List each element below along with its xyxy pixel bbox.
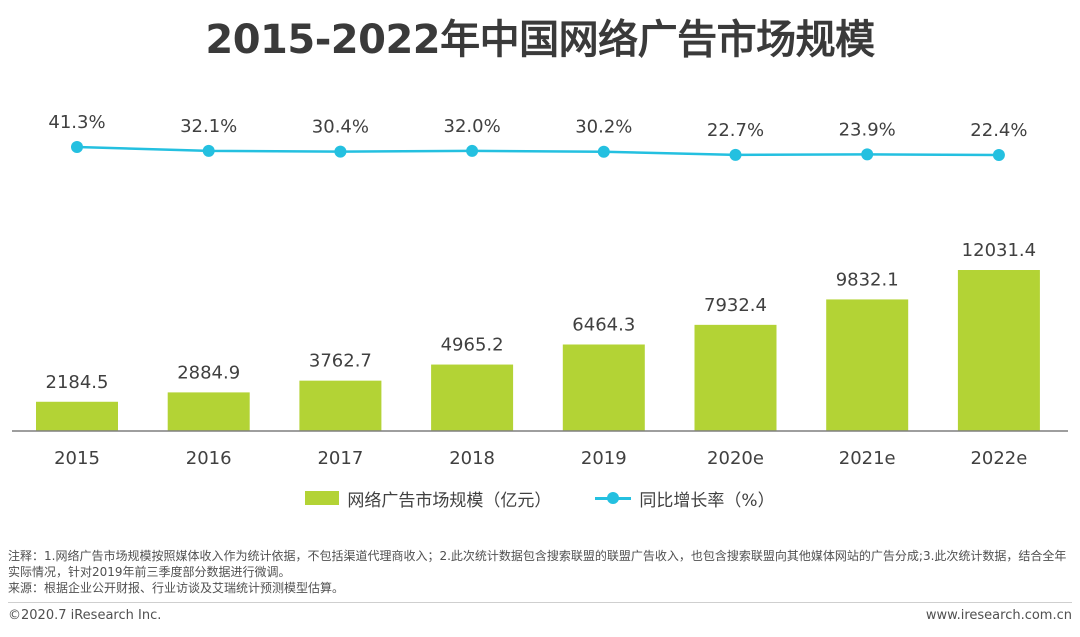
bar-2021e (826, 299, 909, 431)
growth-label-2021e: 23.9% (839, 119, 896, 140)
bar-2020e (694, 324, 777, 431)
chart-legend: 网络广告市场规模（亿元） 同比增长率（%） (0, 484, 1080, 512)
x-tick-label-2019: 2019 (581, 448, 627, 469)
growth-point-2016 (202, 144, 215, 157)
growth-label-2022e: 22.4% (970, 120, 1027, 141)
growth-label-2017: 30.4% (312, 117, 369, 138)
notes-annotation: 注释：1.网络广告市场规模按照媒体收入作为统计依据，不包括渠道代理商收入；2.此… (8, 549, 1067, 579)
bar-value-label-2017: 3762.7 (309, 351, 372, 372)
growth-point-2022e (992, 149, 1005, 161)
bar-value-label-2021e: 9832.1 (836, 269, 899, 290)
bar-value-label-2018: 4965.2 (441, 335, 504, 356)
bar-value-label-2016: 2884.9 (177, 362, 240, 383)
legend-bar-swatch (305, 491, 340, 505)
x-tick-label-2018: 2018 (449, 448, 495, 469)
growth-point-2015 (71, 141, 83, 153)
growth-label-2016: 32.1% (180, 116, 237, 137)
growth-point-2019 (597, 145, 610, 158)
bar-2015 (36, 401, 118, 431)
growth-rate-line (76, 145, 999, 157)
bar-2022e (957, 270, 1040, 431)
legend-bar-label: 网络广告市场规模（亿元） (347, 490, 552, 511)
x-axis-ticks: 2015 2016 2017 2018 2019 2020e 2021e 2022e (54, 448, 1027, 469)
notes-source: 来源：根据企业公开财报、行业访谈及艾瑞统计预测模型估算。 (8, 581, 345, 595)
chart-notes: 注释：1.网络广告市场规模按照媒体收入作为统计依据，不包括渠道代理商收入；2.此… (8, 548, 1072, 596)
growth-label-2020e: 22.7% (707, 120, 764, 141)
market-size-bar-series: 2184.5 2884.9 3762.7 4965.2 6464.3 7932.4 9832… (36, 240, 1040, 431)
chart-title: 2015-2022年中国网络广告市场规模 (205, 17, 875, 63)
bar-value-label-2020e: 7932.4 (704, 295, 767, 316)
footer-website: www.iresearch.com.cn (925, 608, 1072, 623)
x-tick-label-2017: 2017 (317, 448, 363, 469)
growth-label-2019: 30.2% (575, 117, 632, 138)
legend-line-label: 同比增长率（%） (639, 490, 775, 511)
chart-canvas: 41.3% 32.1% 30.4% 32.0% 30.2% 22.7% 23.9% 22.4%… (12, 112, 1068, 469)
bar-value-label-2022e: 12031.4 (962, 240, 1036, 261)
bar-2016 (167, 392, 250, 431)
x-tick-label-2021e: 2021e (839, 448, 896, 469)
bar-2018 (431, 364, 514, 431)
footer-divider (8, 602, 1072, 603)
footer-copyright: ©2020.7 iResearch Inc. (8, 608, 162, 623)
growth-label-2018: 32.0% (444, 116, 501, 137)
legend-line-swatch (595, 491, 632, 505)
bar-2017 (299, 380, 382, 431)
bar-2019 (562, 344, 645, 431)
growth-point-2020e (729, 148, 742, 161)
legend-item-growth-rate: 同比增长率（%） (595, 486, 775, 511)
x-tick-label-2020e: 2020e (707, 448, 764, 469)
growth-label-2015: 41.3% (48, 112, 105, 133)
growth-point-2018 (466, 144, 479, 157)
legend-item-market-size: 网络广告市场规模（亿元） (305, 486, 551, 511)
bar-value-label-2015: 2184.5 (46, 372, 109, 393)
growth-line-series: 41.3% 32.1% 30.4% 32.0% 30.2% 22.7% 23.9% 22.4% (48, 112, 1027, 161)
x-tick-label-2016: 2016 (186, 448, 232, 469)
growth-point-2021e (861, 148, 874, 161)
bar-value-label-2019: 6464.3 (572, 314, 635, 335)
x-tick-label-2015: 2015 (54, 448, 100, 469)
growth-point-2017 (334, 145, 347, 158)
x-tick-label-2022e: 2022e (970, 448, 1027, 469)
